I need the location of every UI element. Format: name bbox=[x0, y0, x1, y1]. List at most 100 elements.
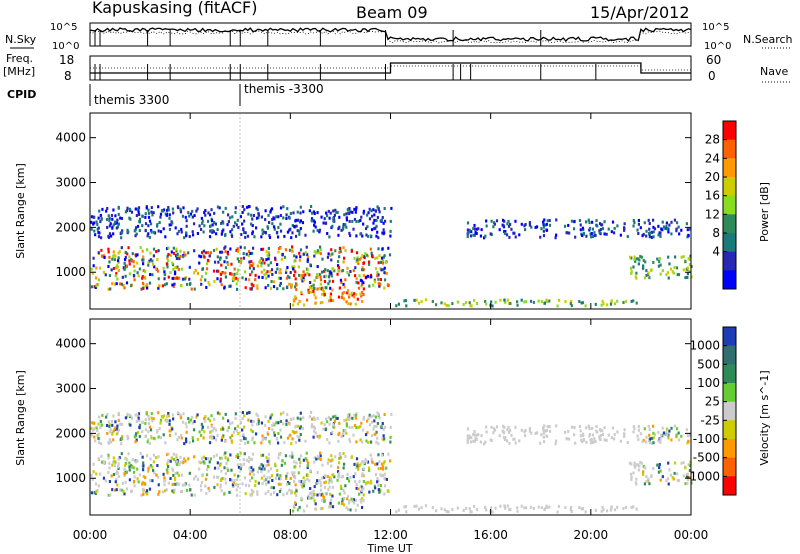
velocity-cell bbox=[144, 476, 147, 480]
velocity-cell bbox=[251, 438, 254, 442]
velocity-cell bbox=[244, 492, 247, 496]
velocity-cell bbox=[129, 490, 133, 494]
power-cell bbox=[172, 211, 175, 215]
power-cell bbox=[165, 247, 169, 251]
velocity-cell bbox=[270, 486, 273, 490]
velocity-cell bbox=[251, 452, 255, 456]
power-cell bbox=[356, 297, 359, 301]
colorbar-tick-label: 1000 bbox=[689, 339, 720, 353]
velocity-cell bbox=[117, 411, 120, 415]
power-cell bbox=[340, 269, 343, 273]
power-cell bbox=[156, 258, 159, 262]
velocity-cell bbox=[123, 472, 127, 476]
velocity-cell bbox=[132, 479, 136, 483]
velocity-cell bbox=[95, 426, 98, 430]
velocity-cell bbox=[383, 412, 386, 416]
power-cell bbox=[351, 293, 354, 297]
power-cell bbox=[516, 300, 519, 304]
velocity-cell bbox=[555, 424, 558, 428]
power-cell bbox=[603, 220, 606, 224]
velocity-cell bbox=[260, 441, 263, 445]
power-colorbar-label: Power [dB] bbox=[758, 182, 771, 242]
power-cell bbox=[136, 207, 139, 211]
power-cell bbox=[147, 232, 150, 236]
velocity-cell bbox=[544, 429, 547, 433]
power-cell bbox=[367, 234, 370, 238]
power-cell bbox=[179, 254, 182, 258]
power-cell bbox=[177, 276, 181, 280]
velocity-cell bbox=[145, 412, 148, 416]
power-cell bbox=[362, 255, 365, 259]
power-cell bbox=[123, 258, 127, 262]
velocity-cell bbox=[206, 425, 210, 429]
power-cell bbox=[241, 211, 244, 215]
power-cell bbox=[119, 282, 122, 286]
velocity-cell bbox=[291, 471, 294, 475]
power-cell bbox=[216, 205, 220, 209]
velocity-cell bbox=[137, 416, 140, 420]
velocity-cell bbox=[670, 438, 673, 442]
velocity-cell bbox=[472, 504, 476, 508]
colorbar-segment bbox=[723, 158, 736, 178]
power-cell bbox=[145, 206, 148, 210]
velocity-cell bbox=[107, 493, 110, 497]
power-cell bbox=[504, 300, 507, 304]
power-cell bbox=[440, 301, 443, 305]
velocity-cell bbox=[588, 432, 592, 436]
velocity-cell bbox=[255, 412, 258, 416]
power-cell bbox=[352, 227, 355, 231]
power-cell bbox=[129, 284, 133, 288]
power-cell bbox=[174, 276, 177, 280]
power-cell bbox=[485, 224, 488, 228]
power-cell bbox=[364, 252, 367, 256]
velocity-cell bbox=[321, 494, 325, 498]
velocity-cell bbox=[675, 427, 679, 431]
power-cell bbox=[183, 236, 186, 240]
velocity-cell bbox=[543, 507, 546, 511]
velocity-cell bbox=[634, 481, 637, 485]
power-cell bbox=[275, 215, 278, 219]
velocity-cell bbox=[686, 481, 689, 485]
velocity-cell bbox=[107, 470, 110, 474]
power-cell bbox=[374, 256, 377, 260]
velocity-cell bbox=[637, 438, 640, 442]
velocity-cell bbox=[126, 412, 129, 416]
velocity-cell bbox=[464, 507, 468, 511]
velocity-cell bbox=[415, 504, 418, 508]
power-cell bbox=[327, 252, 330, 256]
velocity-cell bbox=[203, 430, 206, 434]
velocity-cell bbox=[314, 431, 317, 435]
power-cell bbox=[231, 228, 234, 232]
power-cell bbox=[378, 254, 381, 258]
velocity-cell bbox=[630, 475, 633, 479]
velocity-cell bbox=[308, 479, 311, 483]
velocity-cell bbox=[353, 423, 357, 427]
power-cell bbox=[382, 228, 385, 232]
velocity-cell bbox=[172, 452, 175, 456]
power-cell bbox=[165, 282, 168, 286]
velocity-cell bbox=[472, 439, 475, 443]
velocity-cell bbox=[261, 453, 265, 457]
velocity-cell bbox=[308, 415, 311, 419]
velocity-cell bbox=[121, 435, 124, 439]
velocity-cell bbox=[524, 434, 527, 438]
velocity-cell bbox=[153, 436, 156, 440]
velocity-cell bbox=[632, 505, 635, 509]
velocity-cell bbox=[119, 438, 122, 442]
velocity-cell bbox=[503, 437, 507, 441]
velocity-cell bbox=[540, 433, 543, 437]
power-cell bbox=[204, 271, 208, 275]
power-cell bbox=[292, 211, 295, 215]
velocity-cell bbox=[107, 453, 110, 457]
power-cell bbox=[203, 224, 206, 228]
power-cell bbox=[662, 225, 665, 229]
velocity-cell bbox=[310, 492, 313, 496]
velocity-cell bbox=[147, 438, 150, 442]
power-cell bbox=[138, 219, 141, 223]
power-cell bbox=[199, 255, 203, 259]
velocity-cell bbox=[377, 442, 380, 446]
velocity-cell bbox=[219, 456, 222, 460]
velocity-cell bbox=[234, 427, 237, 431]
velocity-cell bbox=[188, 420, 191, 424]
power-cell bbox=[117, 269, 120, 273]
